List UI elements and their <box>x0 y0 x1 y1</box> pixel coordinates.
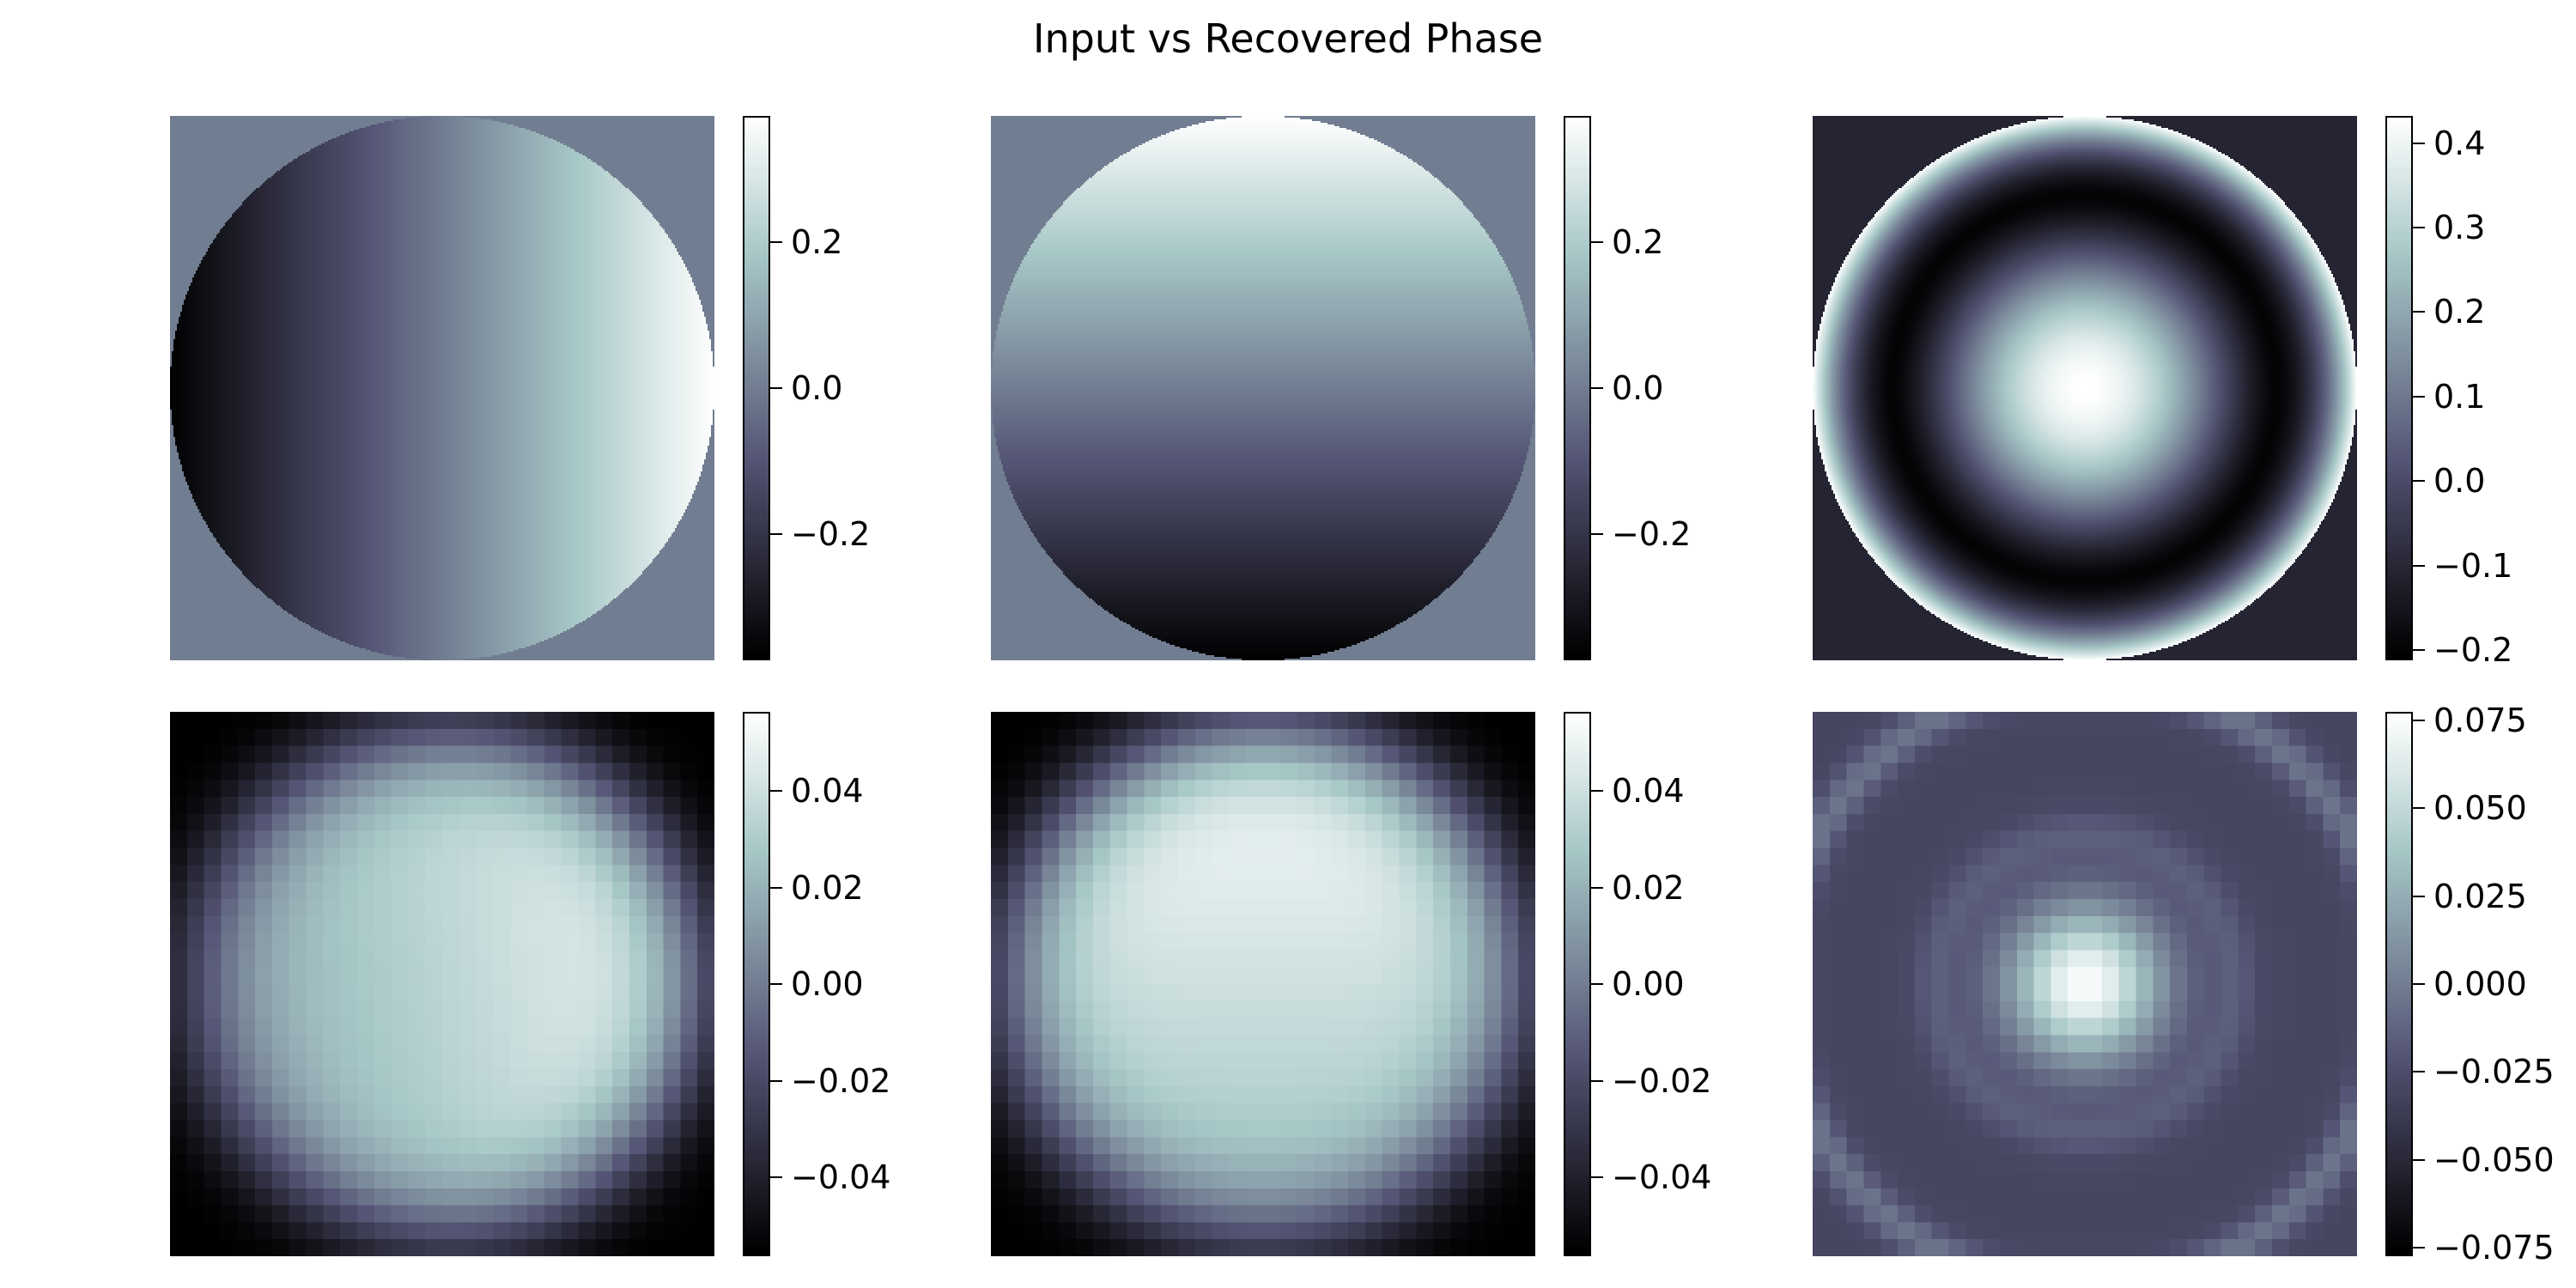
tick-mark <box>2413 807 2425 810</box>
heatmap-image <box>991 116 1535 660</box>
tick-label: 0.2 <box>1612 222 1664 261</box>
tick-mark <box>2413 480 2425 483</box>
colorbar-gradient <box>744 118 769 659</box>
heatmap-image <box>170 712 714 1256</box>
colorbar-r2c3 <box>2385 712 2413 1256</box>
colorbar-r1c3 <box>2385 116 2413 660</box>
colorbar-r2c1 <box>743 712 770 1256</box>
tick-label: 0.2 <box>791 222 843 261</box>
tick-mark <box>770 983 782 985</box>
tick-mark <box>770 240 782 243</box>
tick-label: −0.2 <box>791 515 871 554</box>
tick-mark <box>2413 311 2425 313</box>
tick-mark <box>2413 983 2425 985</box>
tick-label: 0.4 <box>2433 124 2486 162</box>
tick-label: 0.02 <box>1612 868 1685 907</box>
tick-label: 0.02 <box>791 868 864 907</box>
tick-label: 0.00 <box>1612 965 1685 1003</box>
tick-mark <box>770 1176 782 1178</box>
tick-label: −0.02 <box>1612 1061 1712 1100</box>
tick-label: 0.050 <box>2433 789 2527 828</box>
tick-mark <box>1591 790 1603 792</box>
tick-label: 0.3 <box>2433 208 2486 246</box>
colorbar-gradient <box>1565 118 1589 659</box>
tick-mark <box>1591 983 1603 985</box>
colorbar-r1c2 <box>1564 116 1591 660</box>
tick-mark <box>770 533 782 536</box>
tick-label: 0.0 <box>1612 369 1664 407</box>
tick-label: −0.1 <box>2433 546 2513 585</box>
tick-label: −0.050 <box>2433 1140 2555 1179</box>
tick-label: −0.04 <box>1612 1158 1712 1196</box>
tick-label: −0.075 <box>2433 1228 2555 1267</box>
tick-mark <box>2413 895 2425 897</box>
tick-mark <box>1591 1176 1603 1178</box>
tick-mark <box>2413 226 2425 228</box>
heatmap-panel-r1c3 <box>1813 116 2357 660</box>
tick-label: 0.0 <box>2433 462 2486 501</box>
tick-mark <box>1591 533 1603 536</box>
tick-mark <box>1591 1079 1603 1082</box>
tick-label: 0.025 <box>2433 877 2527 915</box>
heatmap-image <box>1813 116 2357 660</box>
tick-mark <box>2413 649 2425 652</box>
tick-mark <box>2413 564 2425 567</box>
colorbar-gradient <box>2387 118 2411 659</box>
tick-mark <box>770 886 782 889</box>
tick-mark <box>1591 387 1603 389</box>
colorbar-r1c1 <box>743 116 770 660</box>
colorbar-gradient <box>2387 714 2411 1255</box>
tick-label: 0.04 <box>1612 772 1685 810</box>
tick-mark <box>1591 240 1603 243</box>
figure-title: Input vs Recovered Phase <box>1032 15 1544 62</box>
tick-label: 0.04 <box>791 772 864 810</box>
tick-mark <box>770 387 782 389</box>
tick-mark <box>770 1079 782 1082</box>
tick-label: 0.0 <box>791 369 843 407</box>
heatmap-panel-r2c2 <box>991 712 1535 1256</box>
colorbar-r2c2 <box>1564 712 1591 1256</box>
tick-label: 0.075 <box>2433 702 2527 740</box>
heatmap-image <box>991 712 1535 1256</box>
tick-mark <box>2413 142 2425 144</box>
heatmap-panel-r2c1 <box>170 712 714 1256</box>
tick-label: 0.000 <box>2433 965 2527 1003</box>
tick-mark <box>2413 1158 2425 1161</box>
tick-mark <box>1591 886 1603 889</box>
tick-label: −0.2 <box>1612 515 1692 554</box>
heatmap-panel-r2c3 <box>1813 712 2357 1256</box>
colorbar-gradient <box>1565 714 1589 1255</box>
heatmap-image <box>170 116 714 660</box>
tick-mark <box>2413 1246 2425 1249</box>
heatmap-panel-r1c2 <box>991 116 1535 660</box>
heatmap-image <box>1813 712 2357 1256</box>
tick-mark <box>2413 720 2425 722</box>
tick-label: 0.00 <box>791 965 864 1003</box>
tick-mark <box>2413 1071 2425 1073</box>
colorbar-gradient <box>744 714 769 1255</box>
tick-label: −0.2 <box>2433 631 2513 670</box>
tick-label: 0.2 <box>2433 293 2486 331</box>
tick-label: −0.02 <box>791 1061 891 1100</box>
tick-label: −0.025 <box>2433 1053 2555 1091</box>
tick-mark <box>2413 395 2425 398</box>
heatmap-panel-r1c1 <box>170 116 714 660</box>
tick-label: −0.04 <box>791 1158 891 1196</box>
tick-label: 0.1 <box>2433 377 2486 416</box>
tick-mark <box>770 790 782 792</box>
